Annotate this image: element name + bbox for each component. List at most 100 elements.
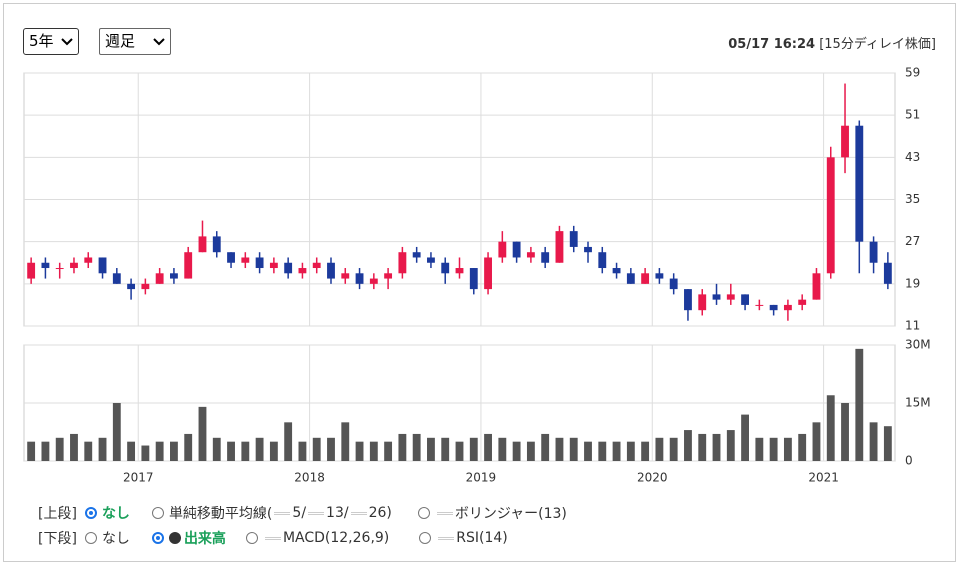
y-tick-label: 27 — [905, 234, 920, 248]
volume-tick-label: 0 — [905, 454, 913, 468]
candle-body — [469, 268, 478, 290]
candle-body — [212, 236, 221, 253]
volume-bar — [726, 430, 735, 461]
volume-bar — [155, 441, 164, 461]
volume-bar — [783, 437, 792, 461]
volume-bar — [198, 406, 207, 461]
candle-body — [412, 252, 421, 258]
volume-bar — [526, 441, 535, 461]
volume-bar — [298, 441, 307, 461]
interval-select[interactable]: 週足 — [99, 28, 171, 55]
volume-bar — [641, 441, 650, 461]
option[interactable]: 出来高 — [183, 531, 226, 547]
volume-bar — [484, 433, 492, 461]
volume-bar — [112, 403, 121, 461]
period-value: 5年 — [29, 32, 54, 50]
candle-body — [869, 241, 878, 263]
candle-body — [826, 157, 835, 274]
radio[interactable] — [151, 532, 164, 544]
volume-bar — [541, 433, 550, 461]
candle-body — [427, 257, 435, 263]
y-tick-label: 51 — [905, 108, 920, 122]
candle-body — [55, 268, 64, 270]
volume-bar — [212, 437, 221, 461]
candle-body — [612, 268, 621, 274]
candle-body — [41, 262, 50, 269]
x-tick-label: 2021 — [808, 471, 839, 485]
candle-body — [227, 252, 235, 263]
candle-body — [27, 262, 36, 279]
candle-body — [398, 252, 407, 274]
candle-body — [498, 241, 507, 258]
upper-label: [上段] — [38, 506, 77, 522]
option[interactable]: MACD(12,26,9) — [282, 530, 390, 546]
candle-body — [84, 257, 93, 263]
chart: 2017 2018 2019 2020 2021 11 19 27 35 43 51 59 0 15M 30… — [23, 66, 931, 485]
volume-bar — [98, 437, 107, 461]
volume-bar — [312, 437, 321, 461]
candle-body — [684, 289, 692, 311]
x-tick-label: 2017 — [123, 471, 154, 485]
candle-body — [569, 231, 578, 247]
volume-bar — [569, 437, 578, 461]
candle-body — [855, 125, 864, 242]
candle-body — [755, 304, 764, 306]
radio[interactable] — [245, 532, 258, 544]
y-tick-label: 19 — [905, 276, 920, 290]
volume-bar — [227, 441, 235, 461]
y-tick-label: 59 — [905, 66, 920, 80]
candle-body — [327, 262, 335, 279]
volume-bar — [41, 441, 50, 461]
candle-body — [241, 257, 250, 263]
candle-body — [769, 304, 778, 311]
y-tick-label: 43 — [905, 150, 920, 164]
volume-bar — [184, 433, 193, 461]
x-tick-label: 2020 — [637, 471, 668, 485]
candle-body — [526, 252, 535, 258]
volume-bar — [427, 437, 435, 461]
candle-body — [798, 299, 807, 305]
volume-bar — [127, 441, 136, 461]
candle-body — [127, 283, 136, 290]
volume-bar — [626, 441, 635, 461]
frame — [3, 3, 956, 562]
candle-body — [384, 273, 393, 279]
radio[interactable] — [84, 532, 97, 544]
candle-body — [698, 294, 707, 311]
candle-body — [783, 304, 792, 311]
timestamp-box: 05/17 16:24 [15分ディレイ株価] — [728, 33, 936, 52]
timestamp: 05/17 16:24 — [728, 37, 816, 52]
volume-bar — [70, 433, 78, 461]
volume-bar — [655, 437, 664, 461]
volume-bar — [455, 441, 464, 461]
candle-body — [169, 273, 178, 279]
option[interactable]: RSI(14) — [456, 530, 508, 546]
period-select[interactable]: 5年 — [23, 28, 79, 55]
candle-body — [341, 273, 350, 279]
candle-body — [541, 252, 550, 263]
volume-bar — [55, 437, 64, 461]
volume-bar — [755, 437, 764, 461]
volume-bar — [384, 441, 393, 461]
candle-body — [112, 273, 121, 284]
option[interactable]: なし — [101, 531, 130, 547]
radio[interactable] — [419, 532, 432, 544]
volume-bar — [869, 422, 878, 461]
candle-body — [626, 273, 635, 284]
radio[interactable] — [151, 507, 164, 519]
radio[interactable] — [84, 507, 97, 519]
volume-bar — [141, 445, 150, 461]
option[interactable]: なし — [101, 506, 130, 522]
option[interactable]: 単純移動平均線( — [168, 506, 273, 522]
volume-bar — [284, 422, 293, 461]
radio[interactable] — [417, 507, 430, 519]
candle-body — [369, 278, 378, 284]
option[interactable]: ボリンジャー(13) — [454, 506, 567, 522]
volume-bar — [27, 441, 36, 461]
candle-body — [455, 268, 464, 274]
volume-bar — [883, 426, 892, 461]
volume-bar — [612, 441, 621, 461]
option-part: 13/ — [326, 505, 349, 521]
candle-body — [441, 262, 450, 274]
